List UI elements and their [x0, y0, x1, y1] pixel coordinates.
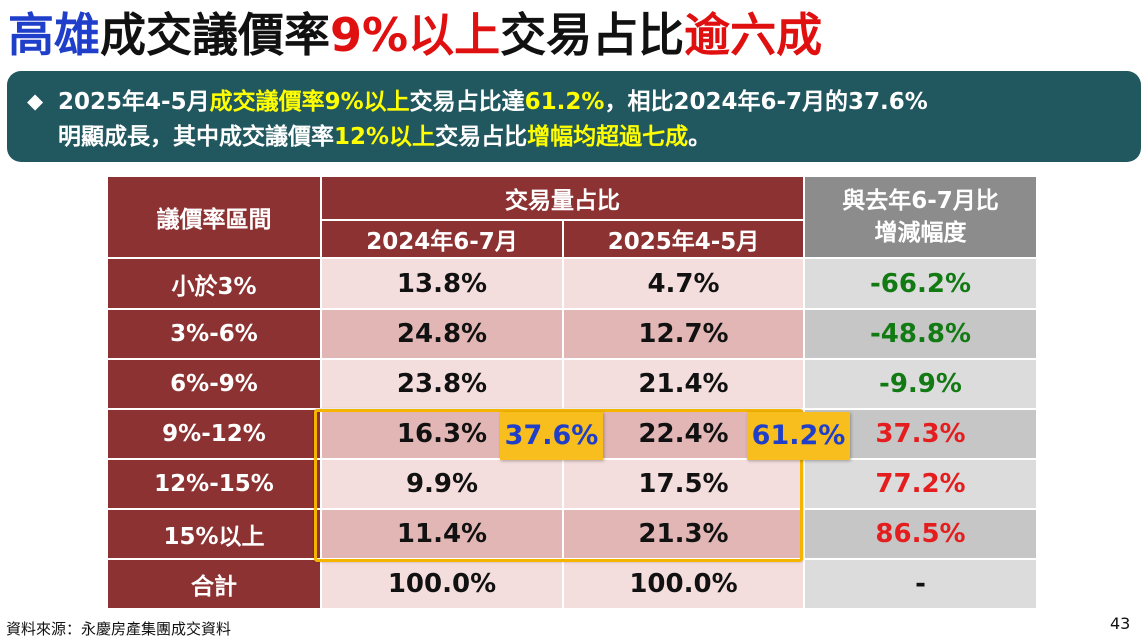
value-period-2: 17.5% — [562, 458, 805, 510]
change-value: -48.8% — [803, 308, 1038, 360]
summary-text: 明顯成長，其中成交議價率 — [58, 124, 334, 150]
page-number: 43 — [1110, 614, 1131, 633]
table-row: 15%以上 11.4% 21.3% 86.5% — [106, 508, 1038, 560]
row-label: 15%以上 — [106, 508, 322, 560]
summary-highlight-growth: 增幅均超過七成 — [527, 124, 689, 150]
callout-period-2-total: 61.2% — [747, 412, 850, 460]
total-period-2: 100.0% — [562, 558, 805, 610]
header-change-line1: 與去年6-7月比 — [842, 188, 999, 214]
bargaining-rate-table: 議價率區間 交易量占比 與去年6-7月比 增減幅度 2024年6-7月 2025… — [106, 175, 1038, 610]
summary-period: 2025年4-5月 — [58, 89, 210, 115]
summary-banner: ◆ 2025年4-5月成交議價率9%以上交易占比達61.2%，相比2024年6-… — [7, 71, 1141, 162]
change-value: 86.5% — [803, 508, 1038, 560]
total-change: - — [803, 558, 1038, 610]
change-value: 77.2% — [803, 458, 1038, 510]
summary-text: 交易占比達 — [409, 89, 525, 115]
row-label: 小於3% — [106, 257, 322, 310]
value-period-2: 21.4% — [562, 358, 805, 410]
summary-highlight-rate: 成交議價率9%以上 — [209, 89, 410, 115]
page-title: 高雄成交議價率9%以上交易占比逾六成 — [8, 4, 822, 66]
value-period-1: 9.9% — [320, 458, 564, 510]
table-row: 小於3% 13.8% 4.7% -66.2% — [106, 257, 1038, 310]
source-note: 資料來源：永慶房產集團成交資料 — [6, 620, 232, 638]
summary-text: 交易占比 — [435, 124, 528, 150]
callout-period-1-total: 37.6% — [500, 412, 603, 460]
summary-highlight-rate: 12%以上 — [334, 124, 436, 150]
value-period-1: 24.8% — [320, 308, 564, 360]
row-label: 12%-15% — [106, 458, 322, 510]
value-period-2: 21.3% — [562, 508, 805, 560]
summary-text: 。 — [688, 124, 712, 150]
table-row: 12%-15% 9.9% 17.5% 77.2% — [106, 458, 1038, 510]
table-row: 6%-9% 23.8% 21.4% -9.9% — [106, 358, 1038, 410]
value-period-2: 12.7% — [562, 308, 805, 360]
total-period-1: 100.0% — [320, 558, 564, 610]
title-threshold: 9%以上 — [330, 8, 501, 62]
title-conclusion: 逾六成 — [684, 8, 823, 62]
change-value: -9.9% — [803, 358, 1038, 410]
value-period-1: 11.4% — [320, 508, 564, 560]
value-period-2: 4.7% — [562, 257, 805, 310]
header-period-2: 2025年4-5月 — [562, 219, 805, 259]
summary-highlight-share: 61.2% — [524, 89, 605, 115]
header-range: 議價率區間 — [106, 175, 322, 259]
change-value: -66.2% — [803, 257, 1038, 310]
value-period-1: 23.8% — [320, 358, 564, 410]
row-label: 9%-12% — [106, 408, 322, 460]
title-metric: 成交議價率 — [100, 8, 330, 62]
highlight-frame — [314, 409, 803, 562]
table-row-total: 合計 100.0% 100.0% - — [106, 558, 1038, 610]
summary-line-1: 2025年4-5月成交議價率9%以上交易占比達61.2%，相比2024年6-7月… — [58, 84, 928, 120]
header-change-line2: 增減幅度 — [874, 220, 967, 246]
diamond-bullet-icon: ◆ — [27, 89, 44, 113]
row-label-total: 合計 — [106, 558, 322, 610]
row-label: 6%-9% — [106, 358, 322, 410]
value-period-1: 13.8% — [320, 257, 564, 310]
row-label: 3%-6% — [106, 308, 322, 360]
title-share: 交易占比 — [500, 8, 685, 62]
summary-line-2: 明顯成長，其中成交議價率12%以上交易占比增幅均超過七成。 — [58, 119, 711, 155]
table-row: 3%-6% 24.8% 12.7% -48.8% — [106, 308, 1038, 360]
header-change: 與去年6-7月比 增減幅度 — [803, 175, 1038, 259]
header-share: 交易量占比 — [320, 175, 805, 221]
header-period-1: 2024年6-7月 — [320, 219, 564, 259]
title-city: 高雄 — [8, 8, 100, 62]
summary-comparison: ，相比2024年6-7月的37.6% — [604, 89, 928, 115]
